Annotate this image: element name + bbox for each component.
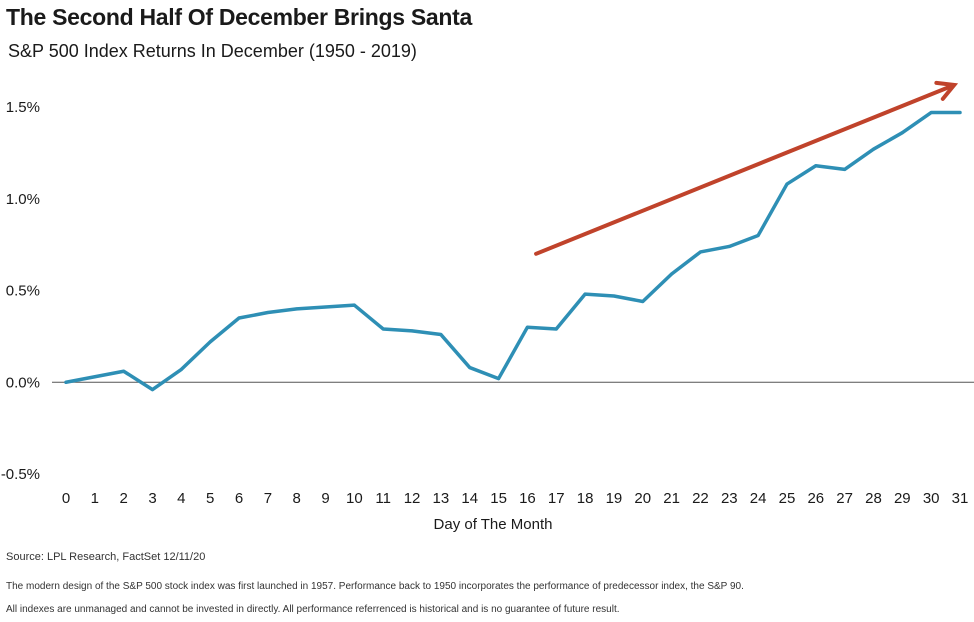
x-tick-label: 15 xyxy=(490,490,507,507)
x-axis-label: Day of The Month xyxy=(434,516,553,533)
x-tick-label: 21 xyxy=(663,490,680,507)
chart-title: The Second Half Of December Brings Santa xyxy=(6,4,473,30)
source-note: Source: LPL Research, FactSet 12/11/20 xyxy=(6,551,206,563)
trend-arrow-shaft xyxy=(534,84,954,256)
data-point xyxy=(929,111,933,115)
x-tick-label: 2 xyxy=(120,490,128,507)
data-point xyxy=(352,303,356,307)
x-tick-label: 0 xyxy=(62,490,70,507)
x-tick-label: 24 xyxy=(750,490,767,507)
data-point xyxy=(179,367,183,371)
x-tick-label: 5 xyxy=(206,490,214,507)
annotations-group xyxy=(534,80,959,256)
disclaimer-note-1: The modern design of the S&P 500 stock i… xyxy=(6,581,744,592)
data-point xyxy=(64,380,68,384)
x-tick-label: 31 xyxy=(952,490,969,507)
x-tick-label: 6 xyxy=(235,490,243,507)
data-point xyxy=(410,329,414,333)
x-tick-label: 10 xyxy=(346,490,363,507)
x-tick-label: 9 xyxy=(321,490,329,507)
data-point xyxy=(900,131,904,135)
data-point xyxy=(785,182,789,186)
y-tick-label: -0.5% xyxy=(1,466,40,483)
x-tick-label: 11 xyxy=(375,490,391,507)
x-tick-label: 12 xyxy=(404,490,421,507)
data-point xyxy=(583,292,587,296)
data-point xyxy=(208,340,212,344)
data-point xyxy=(468,366,472,370)
data-point xyxy=(698,250,702,254)
x-tick-label: 22 xyxy=(692,490,709,507)
y-tick-label: 0.0% xyxy=(6,374,40,391)
y-tick-label: 1.0% xyxy=(6,191,40,208)
x-tick-label: 16 xyxy=(519,490,536,507)
y-axis-ticks: -0.5% 0.0% 0.5% 1.0% 1.5% xyxy=(1,99,40,483)
series-line xyxy=(64,110,962,392)
x-tick-label: 23 xyxy=(721,490,738,507)
data-point xyxy=(554,327,558,331)
x-tick-label: 1 xyxy=(91,490,99,507)
y-tick-label: 1.5% xyxy=(6,99,40,116)
trend-arrow-head xyxy=(934,80,959,101)
data-point xyxy=(122,369,126,373)
data-point xyxy=(958,111,962,115)
x-tick-label: 20 xyxy=(634,490,651,507)
x-tick-label: 3 xyxy=(148,490,156,507)
chart-subtitle: S&P 500 Index Returns In December (1950 … xyxy=(8,41,417,61)
x-tick-label: 29 xyxy=(894,490,911,507)
x-tick-label: 17 xyxy=(548,490,565,507)
data-point xyxy=(295,307,299,311)
x-tick-label: 25 xyxy=(779,490,796,507)
data-point xyxy=(237,316,241,320)
data-point xyxy=(871,147,875,151)
data-point xyxy=(670,272,674,276)
disclaimer-note-2: All indexes are unmanaged and cannot be … xyxy=(6,604,620,615)
x-tick-label: 8 xyxy=(293,490,301,507)
data-point xyxy=(525,325,529,329)
data-point xyxy=(641,300,645,304)
data-point xyxy=(497,377,501,381)
x-tick-label: 18 xyxy=(577,490,594,507)
data-point xyxy=(324,305,328,309)
x-tick-label: 19 xyxy=(606,490,623,507)
data-point xyxy=(612,294,616,298)
x-tick-label: 28 xyxy=(865,490,882,507)
data-point xyxy=(814,164,818,168)
y-tick-label: 0.5% xyxy=(6,283,40,300)
x-tick-label: 26 xyxy=(807,490,824,507)
data-point xyxy=(93,375,97,379)
data-point xyxy=(266,311,270,315)
x-tick-label: 30 xyxy=(923,490,940,507)
series-group xyxy=(64,110,962,392)
x-tick-label: 13 xyxy=(433,490,450,507)
data-point xyxy=(439,333,443,337)
x-tick-label: 27 xyxy=(836,490,853,507)
x-tick-label: 4 xyxy=(177,490,185,507)
x-axis-ticks: 0 1 2 3 4 5 6 7 8 9 10 11 12 13 14 15 16 17 18 19 20 21 22 23 24… xyxy=(62,490,969,507)
data-point xyxy=(756,233,760,237)
x-tick-label: 7 xyxy=(264,490,272,507)
data-point xyxy=(843,167,847,171)
data-point xyxy=(381,327,385,331)
x-tick-label: 14 xyxy=(461,490,478,507)
data-point xyxy=(151,388,155,392)
data-point xyxy=(727,244,731,248)
